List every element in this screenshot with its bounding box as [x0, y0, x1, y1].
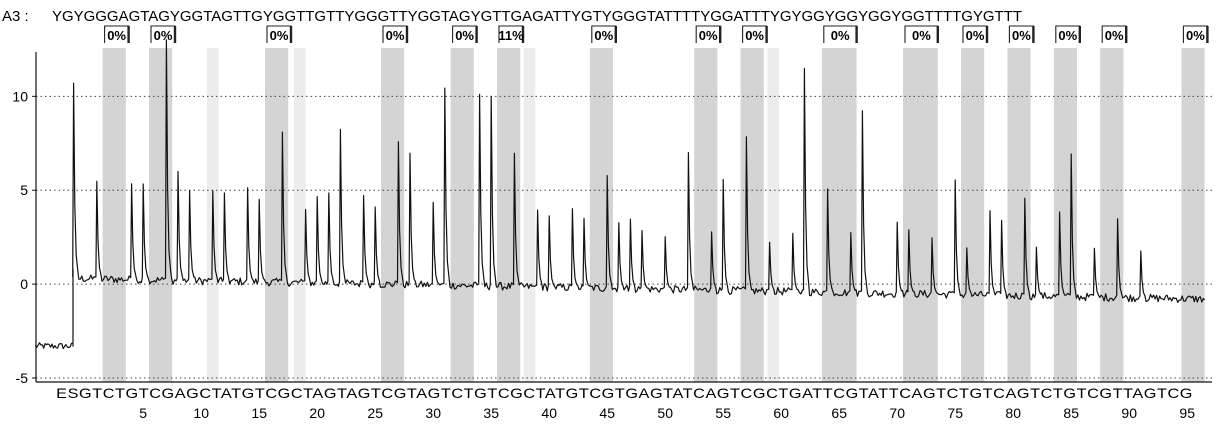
methylation-label-15: 0% — [1101, 25, 1128, 43]
dispensation-sequence: ESGTCTGTCGAGCTATGTCGCTAGTAGTCGTAGTCTGTCG… — [56, 385, 1193, 401]
methylation-label-1: 0% — [104, 25, 130, 43]
cpg-region-6 — [497, 48, 521, 382]
x-tick-label-50: 50 — [657, 405, 673, 421]
methylation-label-10: 0% — [823, 25, 858, 43]
x-tick-label-75: 75 — [947, 405, 963, 421]
x-tick-label-55: 55 — [715, 405, 731, 421]
x-tick-label-25: 25 — [367, 405, 383, 421]
x-tick-label-20: 20 — [309, 405, 325, 421]
cpg-region-14 — [1053, 48, 1077, 382]
methylation-percent: 0% — [1186, 28, 1205, 43]
axes: -5 0 5 10 — [12, 52, 1212, 386]
methylation-label-4: 0% — [382, 25, 409, 43]
y-tick-label-10: 10 — [12, 88, 28, 104]
y-tick-label-5: 5 — [20, 182, 28, 198]
x-tick-label-5: 5 — [139, 405, 147, 421]
signal-trace-line — [34, 39, 1206, 350]
cpg-region-9 — [740, 48, 764, 382]
methylation-label-13: 0% — [1008, 25, 1035, 43]
methylation-percent: 0% — [1105, 28, 1124, 43]
x-tick-label-80: 80 — [1005, 405, 1021, 421]
methylation-percent: 0% — [699, 28, 718, 43]
x-tick-label-90: 90 — [1121, 405, 1137, 421]
x-tick-label-95: 95 — [1179, 405, 1195, 421]
dispensation-order: ESGTCTGTCGAGCTATGTCGCTAGTAGTCGTAGTCTGTCG… — [56, 385, 1193, 401]
methylation-label-6: 11% — [498, 25, 525, 43]
y-tick-label--5: -5 — [16, 370, 29, 386]
x-tick-label-10: 10 — [193, 405, 209, 421]
methylation-label-11: 0% — [904, 25, 939, 43]
x-tick-label-35: 35 — [483, 405, 499, 421]
signal-trace — [34, 39, 1206, 350]
methylation-label-12: 0% — [962, 25, 989, 43]
cpg-region-15 — [1100, 48, 1124, 382]
methylation-percent: 0% — [107, 28, 126, 43]
x-tick-label-15: 15 — [251, 405, 267, 421]
x-tick-label-70: 70 — [889, 405, 905, 421]
methylation-percent: 0% — [966, 28, 985, 43]
cpg-region-1 — [102, 48, 126, 382]
methylation-label-8: 0% — [695, 25, 722, 43]
control-region-3 — [523, 48, 536, 382]
x-tick-label-45: 45 — [599, 405, 615, 421]
x-tick-label-85: 85 — [1063, 405, 1079, 421]
methylation-percent: 0% — [1058, 28, 1077, 43]
x-tick-labels: 5 10 15 20 25 30 35 40 45 50 55 60 65 70 75 80 85 90 95 — [139, 405, 1195, 421]
methylation-label-2: 0% — [150, 25, 177, 43]
x-tick-label-65: 65 — [831, 405, 847, 421]
methylation-labels: 0% 0% 0% 0% 0% 11% 0% 0% 0% 0% 0% 0% 0% 0% 0% 0% — [104, 25, 1209, 43]
methylation-percent: 0% — [745, 28, 764, 43]
cpg-region-13 — [1007, 48, 1031, 382]
methylation-label-3: 0% — [266, 25, 293, 43]
cpg-region-16 — [1181, 48, 1205, 382]
cpg-region-4 — [381, 48, 405, 382]
x-tick-label-60: 60 — [773, 405, 789, 421]
cpg-region-8 — [694, 48, 718, 382]
methylation-label-16: 0% — [1182, 25, 1209, 43]
methylation-label-9: 0% — [742, 25, 768, 43]
control-region-4 — [767, 48, 779, 382]
methylation-percent: 0% — [1012, 28, 1031, 43]
cpg-region-11 — [903, 48, 938, 382]
methylation-label-14: 0% — [1055, 25, 1082, 43]
cpg-region-12 — [961, 48, 985, 382]
region-shading — [102, 48, 1205, 382]
methylation-percent: 11% — [498, 28, 524, 43]
x-tick-label-30: 30 — [425, 405, 441, 421]
methylation-percent: 0% — [912, 28, 931, 43]
cpg-region-3 — [265, 48, 289, 382]
methylation-label-5: 0% — [452, 25, 478, 43]
methylation-percent: 0% — [455, 28, 474, 43]
cpg-region-5 — [450, 48, 474, 382]
methylation-percent: 0% — [594, 28, 613, 43]
x-tick-label-40: 40 — [541, 405, 557, 421]
methylation-percent: 0% — [154, 28, 173, 43]
methylation-label-7: 0% — [591, 25, 617, 43]
control-region-2 — [294, 48, 306, 382]
methylation-percent: 0% — [386, 28, 405, 43]
sample-label: A3 : — [2, 8, 29, 25]
cpg-region-7 — [589, 48, 613, 382]
methylation-percent: 0% — [831, 28, 850, 43]
y-tick-label-0: 0 — [20, 276, 28, 292]
analyzed-sequence: YGYGGGAGTAGYGGTAGTTGYGGTTGTTYGGGTTYGGTAG… — [52, 8, 1022, 25]
methylation-percent: 0% — [270, 28, 289, 43]
